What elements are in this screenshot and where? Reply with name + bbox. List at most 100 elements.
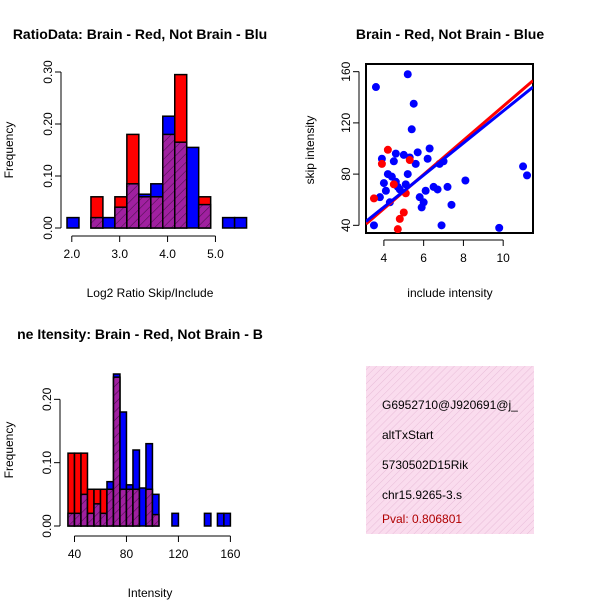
scatter-point-not-brain (403, 170, 412, 179)
scatter-y-tick-label: 80 (339, 167, 353, 181)
scatter-point-not-brain (389, 157, 398, 166)
scatter-x-tick-label: 4 (381, 251, 388, 265)
scatter-point-not-brain (433, 185, 442, 194)
intensity-histogram-bar-overlap-hatch (106, 489, 114, 526)
scatter-y-tick-label: 160 (339, 61, 353, 81)
intensity-histogram-title: ne Itensity: Brain - Red, Not Brain - B (17, 326, 263, 342)
intensity-histogram-bar-overlap-hatch (74, 513, 81, 526)
scatter-point-not-brain (407, 125, 416, 134)
info-panel-hatching (366, 366, 534, 534)
scatter-point-not-brain (409, 99, 418, 108)
ratio-histogram-bars (66, 73, 248, 229)
info-line-event-type: altTxStart (382, 428, 434, 442)
scatter-point-not-brain (447, 200, 456, 209)
intensity-histogram-ylabel: Frequency (2, 422, 16, 479)
scatter-axes: 4 6 8 10 40 80 120 160 (339, 61, 510, 265)
scatter-xlabel: include intensity (407, 286, 492, 300)
ratio-histogram-bar-not-brain (233, 216, 248, 229)
ratio-histogram-bar-overlap-hatch (90, 217, 103, 228)
scatter-marks (366, 70, 533, 233)
info-panel: G6952710@J920691@j_ altTxStart 5730502D1… (366, 366, 534, 534)
intensity-histogram-xlabel: Intensity (128, 586, 173, 600)
scatter-point-not-brain (399, 150, 408, 159)
intensity-histogram-y-tick-label: 0.10 (40, 451, 54, 475)
scatter-point-not-brain (413, 148, 422, 157)
intensity-histogram-bar-overlap-hatch (80, 494, 88, 526)
scatter-fit-line-not-brain (366, 85, 533, 223)
scatter-point-not-brain (381, 186, 390, 195)
intensity-histogram-x-tick-label: 160 (220, 547, 240, 561)
scatter-point-brain (399, 208, 408, 217)
intensity-histogram-bars (67, 373, 232, 527)
scatter-point-not-brain (369, 221, 378, 230)
ratio-histogram-x-tick-label: 2.0 (63, 247, 80, 261)
intensity-histogram-x-tick-label: 120 (168, 547, 188, 561)
ratio-histogram-bar-overlap-hatch (174, 142, 187, 228)
ratio-histogram: RatioData: Brain - Red, Not Brain - Blu … (2, 26, 267, 300)
intensity-histogram-bar-overlap-hatch (119, 489, 127, 526)
scatter-point-not-brain (375, 193, 384, 202)
scatter-point-not-brain (425, 144, 434, 153)
intensity-histogram-bar-overlap-hatch (126, 489, 133, 526)
ratio-histogram-bar-overlap-hatch (162, 134, 175, 228)
ratio-histogram-bar-overlap-hatch (150, 196, 163, 228)
scatter-point-not-brain (371, 83, 380, 92)
scatter-point-not-brain (461, 176, 470, 185)
ratio-histogram-x-tick-label: 3.0 (111, 247, 128, 261)
ratio-histogram-y-tick-label: 0.20 (41, 112, 55, 136)
ratio-histogram-y-tick-label: 0.00 (41, 216, 55, 240)
intensity-histogram-bar-overlap-hatch (93, 503, 101, 526)
intensity-scatter: Brain - Red, Not Brain - Blue include in… (303, 26, 544, 300)
scatter-plot-area (366, 70, 533, 233)
scatter-point-not-brain (519, 162, 528, 171)
ratio-histogram-x-tick-label: 5.0 (207, 247, 224, 261)
scatter-point-not-brain (437, 221, 446, 230)
scatter-point-brain (377, 159, 386, 168)
intensity-histogram-bar-overlap-hatch (113, 377, 120, 526)
intensity-histogram-bar-not-brain (216, 512, 225, 527)
info-line-gene: 5730502D15Rik (382, 458, 469, 472)
ratio-histogram-bar-overlap-hatch (126, 183, 139, 228)
scatter-point-brain (369, 194, 378, 203)
scatter-point-not-brain (391, 149, 400, 158)
scatter-title: Brain - Red, Not Brain - Blue (356, 26, 544, 42)
ratio-histogram-y-tick-label: 0.10 (41, 164, 55, 188)
intensity-histogram-bar-overlap-hatch (87, 513, 94, 526)
ratio-histogram-y-tick-label: 0.30 (41, 60, 55, 84)
scatter-point-not-brain (523, 171, 532, 180)
scatter-point-not-brain (495, 223, 504, 232)
ratio-histogram-bar-overlap-hatch (198, 204, 211, 228)
scatter-point-brain (393, 225, 402, 233)
intensity-histogram-bar-overlap-hatch (68, 513, 75, 526)
scatter-point-not-brain (443, 182, 452, 191)
ratio-histogram-ylabel: Frequency (2, 122, 16, 179)
ratio-histogram-bar-not-brain (185, 146, 200, 229)
info-line-location: chr15.9265-3.s (382, 488, 462, 502)
intensity-histogram-bar-not-brain (171, 512, 180, 527)
intensity-histogram-bar-not-brain (203, 512, 212, 527)
intensity-histogram-y-tick-label: 0.00 (40, 514, 54, 538)
scatter-point-not-brain (403, 70, 412, 79)
ratio-histogram-xlabel: Log2 Ratio Skip/Include (87, 286, 214, 300)
info-pval: Pval: 0.806801 (382, 512, 462, 526)
intensity-histogram-y-tick-label: 0.20 (40, 387, 54, 411)
ratio-histogram-bar-not-brain (102, 216, 116, 229)
intensity-histogram-axes: 40 80 120 160 0.00 0.10 0.20 (40, 387, 241, 561)
intensity-histogram-bar-overlap-hatch (132, 489, 140, 526)
info-line-probe: G6952710@J920691@j_ (382, 398, 518, 412)
scatter-point-not-brain (421, 186, 430, 195)
scatter-point-brain (389, 180, 398, 189)
ratio-histogram-bar-overlap-hatch (138, 196, 151, 228)
ratio-histogram-bar-overlap-hatch (114, 207, 127, 228)
intensity-histogram-bar-overlap-hatch (100, 513, 107, 526)
scatter-point-brain (405, 156, 414, 165)
intensity-histogram-bar-overlap-hatch (145, 489, 153, 526)
intensity-histogram-x-tick-label: 80 (120, 547, 134, 561)
scatter-point-brain (383, 145, 392, 154)
intensity-histogram-bar-not-brain (223, 512, 232, 527)
scatter-point-not-brain (411, 159, 420, 168)
intensity-histogram-x-tick-label: 40 (68, 547, 82, 561)
scatter-point-brain (395, 214, 404, 223)
intensity-histogram: ne Itensity: Brain - Red, Not Brain - B … (2, 326, 263, 600)
